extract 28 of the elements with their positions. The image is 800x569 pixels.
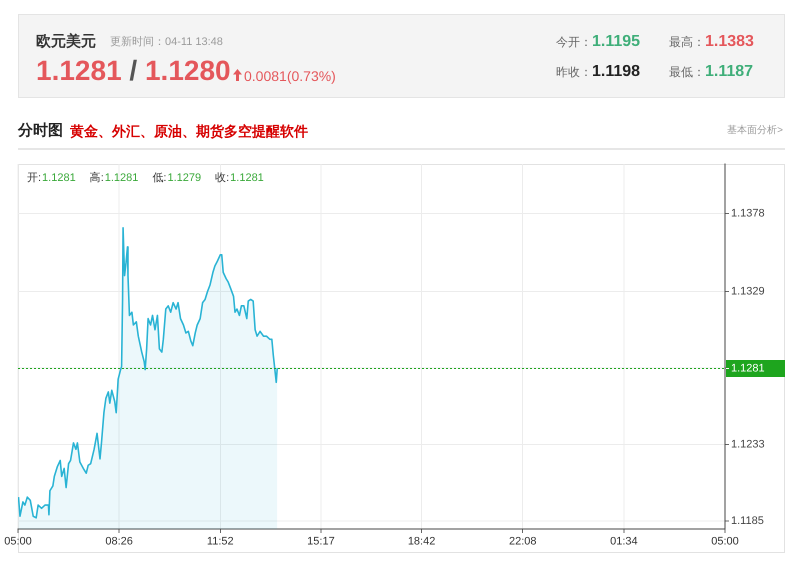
- y-tick-label: 1.1378: [731, 207, 765, 220]
- y-tick-label: 1.1233: [731, 438, 765, 451]
- x-tick-label: 15:17: [307, 536, 335, 548]
- chart-subtitle: 更新时间：04-11 13:48: [110, 36, 223, 48]
- text: 昨收：1.1198: [556, 63, 640, 80]
- annotation: 低:1.1279: [152, 172, 202, 184]
- annotation: 开:1.1281: [27, 172, 76, 184]
- annotation: 收:1.1281: [215, 172, 264, 184]
- x-tick-label: 01:34: [610, 536, 638, 548]
- y-tick-label: 1.1185: [731, 515, 764, 528]
- text: 分时图: [18, 122, 63, 139]
- text: 最低：1.1187: [669, 63, 754, 80]
- x-tick-label: 11:52: [206, 536, 234, 548]
- y-tick-label: 1.1329: [731, 286, 765, 298]
- text: 基本面分析>: [727, 125, 783, 136]
- chart-title: 欧元美元: [36, 33, 96, 50]
- text: 最高：1.1383: [669, 33, 754, 50]
- text: 0.0081(0.73%): [244, 68, 336, 84]
- text: 黄金、外汇、原油、期货多空提醒软件: [70, 123, 308, 139]
- ref-line-label: 1.1281: [731, 362, 765, 375]
- annotation: 高:1.1281: [90, 171, 138, 184]
- x-tick-label: 18:42: [408, 536, 436, 548]
- x-tick-label: 05:00: [4, 536, 32, 548]
- x-tick-label: 08:26: [105, 536, 133, 548]
- text: 1.1281 / 1.1280: [36, 55, 231, 86]
- x-tick-label: 05:00: [711, 536, 739, 548]
- text: 今开：1.1195: [556, 33, 640, 50]
- x-tick-label: 22:08: [508, 536, 536, 548]
